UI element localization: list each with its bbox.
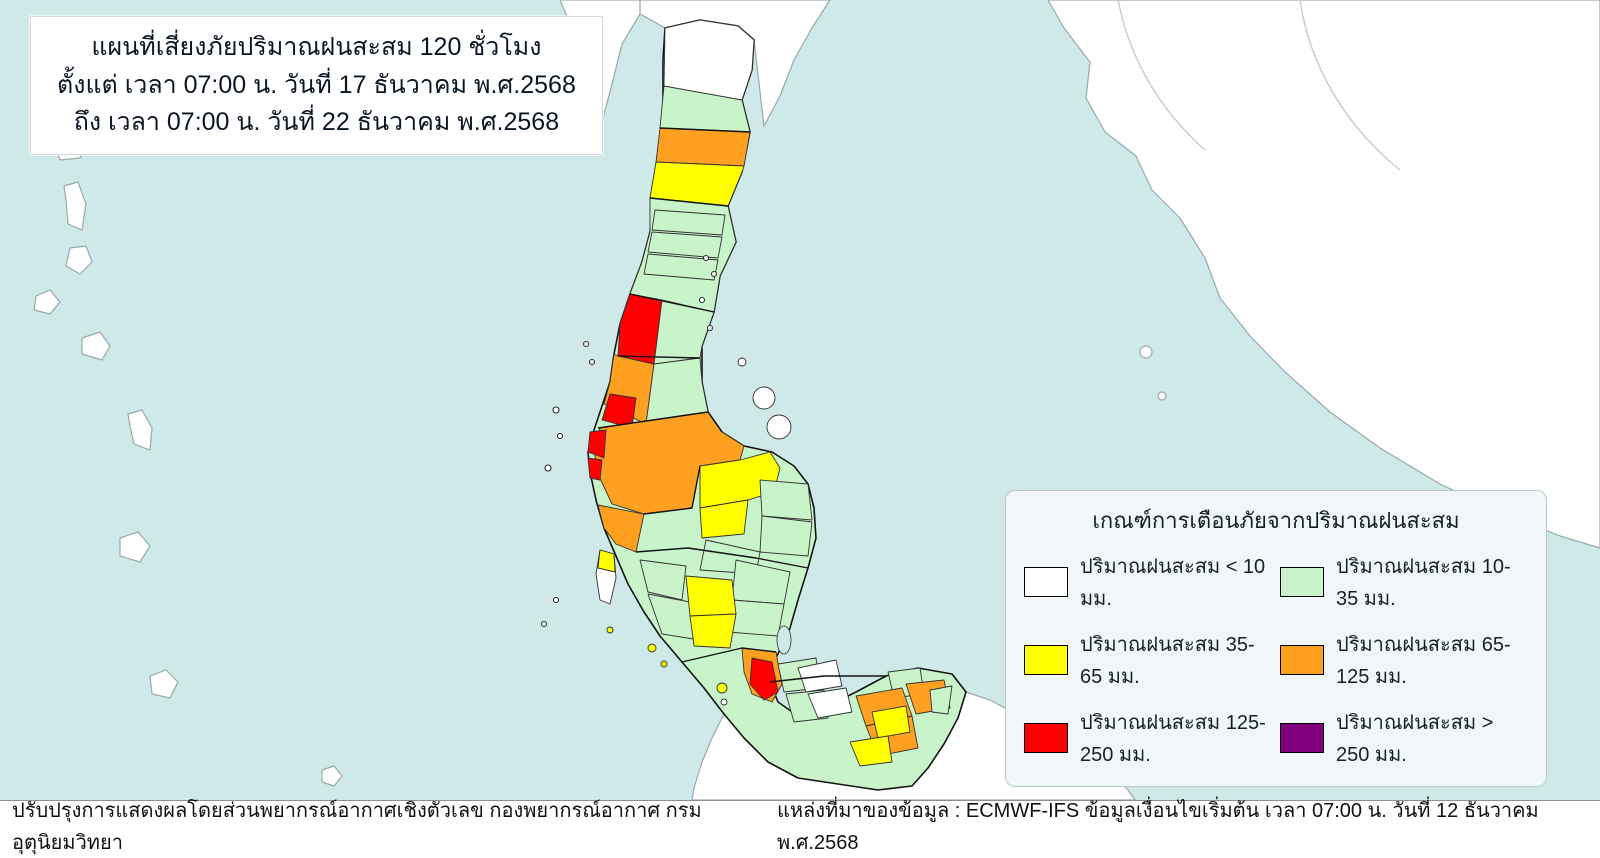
gulf-island bbox=[1157, 391, 1167, 401]
songkhla-lake bbox=[776, 625, 792, 655]
district-patch bbox=[929, 685, 953, 715]
island-district bbox=[647, 643, 657, 653]
map-title-to: ถึง เวลา 07:00 น. วันที่ 22 ธันวาคม พ.ศ.… bbox=[73, 108, 560, 136]
legend-swatch-gt250 bbox=[1280, 723, 1324, 753]
legend-label: ปริมาณฝนสะสม 65-125 มม. bbox=[1336, 634, 1511, 688]
andaman-islands bbox=[33, 129, 343, 787]
district-patch bbox=[587, 429, 607, 459]
legend-box: เกณฑ์การเตือนภัยจากปริมาณฝนสะสม ปริมาณฝน… bbox=[1005, 490, 1547, 787]
district-patch bbox=[871, 705, 911, 739]
legend-item: ปริมาณฝนสะสม > 250 มม. bbox=[1280, 706, 1528, 770]
upper-thailand-land bbox=[639, 0, 831, 127]
province-borders bbox=[597, 127, 886, 683]
island-district bbox=[737, 357, 747, 367]
island-district bbox=[720, 698, 728, 706]
legend-swatch-65-125 bbox=[1280, 645, 1324, 675]
district-patch bbox=[645, 357, 709, 425]
legend-swatch-125-250 bbox=[1024, 723, 1068, 753]
island-district bbox=[716, 682, 728, 694]
legend-label: ปริมาณฝนสะสม > 250 มม. bbox=[1336, 712, 1494, 766]
legend-item: ปริมาณฝนสะสม 65-125 มม. bbox=[1280, 628, 1528, 692]
footer-bar: ปรับปรุงการแสดงผลโดยส่วนพยากรณ์อากาศเชิง… bbox=[0, 800, 1600, 854]
gulf-island bbox=[1139, 345, 1153, 359]
district-patch bbox=[685, 575, 737, 617]
legend-swatch-35-65 bbox=[1024, 645, 1068, 675]
district-patch bbox=[807, 687, 853, 719]
district-patch bbox=[651, 209, 726, 236]
country-border-line bbox=[1299, 0, 1401, 171]
map-title-from: ตั้งแต่ เวลา 07:00 น. วันที่ 17 ธันวาคม … bbox=[57, 70, 576, 99]
district-patch bbox=[639, 559, 687, 601]
district-patch bbox=[655, 127, 751, 167]
district-patch bbox=[597, 549, 616, 573]
district-patch bbox=[699, 499, 749, 539]
island-district bbox=[752, 386, 776, 410]
district-patch bbox=[849, 735, 893, 767]
legend-label: ปริมาณฝนสะสม < 10 มม. bbox=[1080, 556, 1266, 610]
district-patch bbox=[647, 231, 723, 259]
district-patch bbox=[749, 657, 779, 701]
legend-item: ปริมาณฝนสะสม 10-35 มม. bbox=[1280, 550, 1528, 614]
legend-label: ปริมาณฝนสะสม 35-65 มม. bbox=[1080, 634, 1255, 688]
district-patch bbox=[649, 161, 745, 207]
map-title: แผนที่เสี่ยงภัยปริมาณฝนสะสม 120 ชั่วโมง bbox=[91, 33, 542, 61]
legend-grid: ปริมาณฝนสะสม < 10 มม. ปริมาณฝนสะสม 10-35… bbox=[1024, 550, 1528, 770]
island-district bbox=[766, 414, 792, 440]
title-box: แผนที่เสี่ยงภัยปริมาณฝนสะสม 120 ชั่วโมง … bbox=[30, 16, 603, 155]
district-patch bbox=[759, 515, 813, 557]
legend-item: ปริมาณฝนสะสม 125-250 มม. bbox=[1024, 706, 1272, 770]
island-district bbox=[660, 660, 668, 668]
legend-swatch-lt10 bbox=[1024, 567, 1068, 597]
district-patch bbox=[689, 613, 737, 649]
district-patch bbox=[587, 457, 603, 481]
district-patch bbox=[643, 253, 719, 281]
legend-item: ปริมาณฝนสะสม < 10 มม. bbox=[1024, 550, 1272, 614]
island-district bbox=[606, 626, 614, 634]
legend-swatch-10-35 bbox=[1280, 567, 1324, 597]
legend-item: ปริมาณฝนสะสม 35-65 มม. bbox=[1024, 628, 1272, 692]
district-layer bbox=[587, 19, 953, 767]
legend-title: เกณฑ์การเตือนภัยจากปริมาณฝนสะสม bbox=[1092, 508, 1460, 533]
country-border-line bbox=[1117, 0, 1206, 151]
legend-label: ปริมาณฝนสะสม 10-35 มม. bbox=[1336, 556, 1511, 610]
footer-source-text: แหล่งที่มาของข้อมูล : ECMWF-IFS ข้อมูลเง… bbox=[776, 799, 1539, 854]
coastal-islets bbox=[540, 254, 718, 628]
district-patch bbox=[759, 479, 813, 521]
legend-label: ปริมาณฝนสะสม 125-250 มม. bbox=[1080, 712, 1266, 766]
east-landmass bbox=[1047, 0, 1600, 549]
footer-credit-text: ปรับปรุงการแสดงผลโดยส่วนพยากรณ์อากาศเชิง… bbox=[12, 799, 702, 854]
district-patch bbox=[727, 599, 785, 637]
district-patch bbox=[597, 504, 645, 553]
